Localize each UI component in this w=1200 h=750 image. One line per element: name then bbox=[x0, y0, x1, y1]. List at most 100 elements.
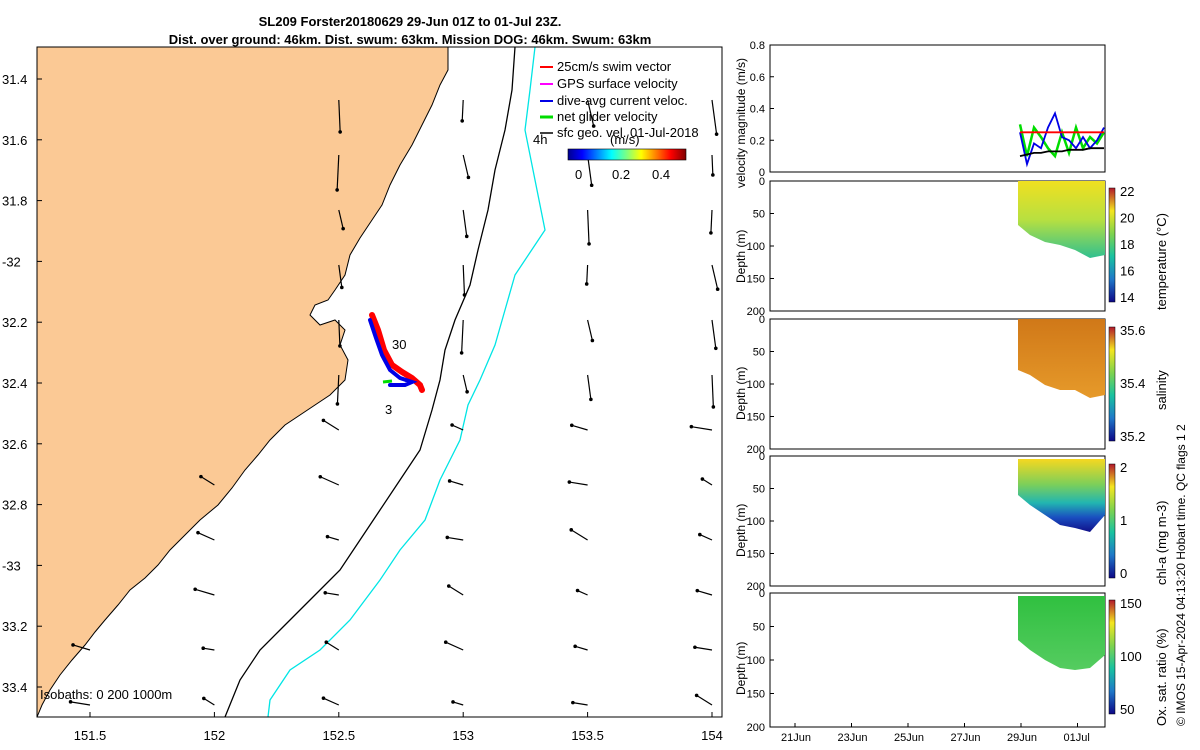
current-arrow-head bbox=[693, 645, 697, 650]
isobaths-note: Isobaths: 0 200 1000m bbox=[40, 687, 172, 702]
panel-ytick-label: 50 bbox=[753, 622, 765, 634]
current-arrow-head bbox=[338, 344, 342, 348]
current-arrow bbox=[699, 534, 713, 541]
current-arrow bbox=[72, 644, 91, 651]
panel-ytick-label: 0 bbox=[759, 176, 765, 188]
salinity-colorbar bbox=[1108, 326, 1116, 442]
current-arrow-head bbox=[584, 282, 589, 286]
current-arrow bbox=[586, 264, 589, 284]
label-30: 30 bbox=[392, 337, 406, 352]
current-arrow bbox=[338, 319, 341, 346]
isobath-1000m bbox=[267, 47, 546, 717]
current-arrow-head bbox=[466, 175, 471, 180]
current-arrow bbox=[572, 702, 588, 706]
current-arrow-head bbox=[711, 405, 716, 409]
current-arrow bbox=[447, 536, 464, 541]
lon-tick-label: 152 bbox=[204, 728, 226, 743]
current-arrow bbox=[577, 589, 588, 596]
current-arrow bbox=[338, 99, 341, 132]
current-arrow bbox=[570, 529, 588, 541]
current-arrow bbox=[587, 319, 593, 341]
legend-item-gps-velocity: GPS surface velocity bbox=[557, 76, 678, 91]
current-arrow bbox=[195, 588, 215, 596]
salinity-ylabel: Depth (m) bbox=[734, 366, 748, 420]
oxygen-ylabel: Depth (m) bbox=[734, 641, 748, 695]
current-arrow bbox=[571, 424, 588, 431]
current-arrow bbox=[462, 209, 468, 237]
current-arrow bbox=[462, 374, 468, 392]
current-arrow bbox=[336, 374, 340, 404]
temperature-ylabel: Depth (m) bbox=[734, 229, 748, 283]
colorbar-tick-label: 2 bbox=[1120, 460, 1127, 475]
colorbar-tick-label: 35.4 bbox=[1120, 376, 1145, 391]
legend-item-net-velocity: net glider velocity bbox=[557, 109, 658, 124]
legend-item-swim-vector: 25cm/s swim vector bbox=[557, 59, 672, 74]
chla-colorbar bbox=[1108, 463, 1116, 579]
date-tick-label: 21Jun bbox=[781, 732, 811, 744]
panel-ytick-label: 150 bbox=[747, 412, 765, 424]
lat-tick-label: 32.4 bbox=[2, 376, 27, 391]
coastline-land bbox=[37, 47, 449, 717]
current-arrow-head bbox=[321, 696, 326, 700]
current-arrow-head bbox=[709, 231, 713, 235]
current-arrow-head bbox=[443, 640, 448, 645]
panel-ytick-label: 0.4 bbox=[750, 104, 765, 116]
chla-ylabel: Depth (m) bbox=[734, 503, 748, 557]
current-arrow-head bbox=[714, 346, 718, 351]
lon-tick-label: 153.5 bbox=[571, 728, 604, 743]
current-arrow-head bbox=[571, 700, 575, 705]
current-arrow-head bbox=[446, 584, 451, 588]
current-arrow-head bbox=[460, 119, 465, 123]
colorbar-tick-2: 0.4 bbox=[652, 167, 670, 182]
current-arrow-head bbox=[465, 389, 469, 394]
current-arrow bbox=[462, 264, 466, 295]
colorbar-tick-label: 1 bbox=[1120, 513, 1127, 528]
current-arrow-head bbox=[711, 173, 715, 177]
oxygen-cbar-label: Ox. sat. ratio (%) bbox=[1154, 628, 1169, 726]
current-arrow bbox=[461, 99, 464, 121]
current-arrow-head bbox=[589, 397, 593, 402]
current-arrow-head bbox=[450, 423, 454, 427]
date-tick-label: 29Jun bbox=[1007, 732, 1037, 744]
colorbar-tick-label: 35.6 bbox=[1120, 323, 1145, 338]
salinity-section bbox=[1018, 319, 1105, 398]
colorbar-tick-label: 16 bbox=[1120, 264, 1134, 279]
current-arrow-head bbox=[324, 640, 329, 645]
current-arrow bbox=[711, 264, 719, 290]
lat-tick-label: 33.4 bbox=[2, 680, 27, 695]
current-arrow bbox=[587, 209, 590, 244]
current-arrow-head bbox=[698, 532, 702, 537]
current-arrow bbox=[338, 209, 344, 229]
panel-ytick-label: 0.2 bbox=[750, 135, 765, 147]
colorbar-tick-label: 50 bbox=[1120, 702, 1134, 717]
panel-ytick-label: 100 bbox=[747, 655, 765, 667]
lon-tick-label: 152.5 bbox=[323, 728, 356, 743]
current-arrow bbox=[203, 697, 215, 706]
date-tick-label: 01Jul bbox=[1064, 732, 1090, 744]
current-arrow bbox=[323, 419, 340, 431]
map-panel: 25cm/s swim vector GPS surface velocity … bbox=[2, 46, 723, 743]
colorbar-tick-0: 0 bbox=[575, 167, 582, 182]
current-arrow bbox=[203, 647, 215, 651]
panel-ytick-label: 100 bbox=[747, 241, 765, 253]
panel-ytick-label: 150 bbox=[747, 549, 765, 561]
current-arrow bbox=[325, 641, 340, 651]
current-arrow bbox=[338, 264, 343, 288]
panel-ytick-label: 50 bbox=[753, 347, 765, 359]
credit-text: © IMOS 15-Apr-2024 04:13:20 Hobart time.… bbox=[1174, 424, 1188, 726]
current-arrow-head bbox=[462, 293, 467, 297]
oxygen-section bbox=[1018, 596, 1105, 670]
panel-ytick-label: 150 bbox=[747, 689, 765, 701]
panel-ytick-label: 200 bbox=[747, 306, 765, 318]
lat-tick-label: 31.4 bbox=[2, 72, 27, 87]
map-lat-axis: 31.4 31.6 31.8 -32 32.2 32.4 32.6 32.8 -33 33.2 33… bbox=[2, 72, 42, 695]
temperature-colorbar bbox=[1108, 187, 1116, 303]
current-vector-field bbox=[68, 99, 720, 706]
panel-ytick-label: 0 bbox=[759, 588, 765, 600]
current-arrow-head bbox=[575, 588, 580, 593]
current-arrow bbox=[448, 585, 464, 596]
colorbar-label: (m/s) bbox=[610, 132, 640, 147]
lon-tick-label: 154 bbox=[701, 728, 723, 743]
panel-y-axes: 00.20.40.60.8050100150200050100150200050… bbox=[747, 40, 774, 734]
temperature-cbar-label: temperature (°C) bbox=[1154, 213, 1169, 310]
